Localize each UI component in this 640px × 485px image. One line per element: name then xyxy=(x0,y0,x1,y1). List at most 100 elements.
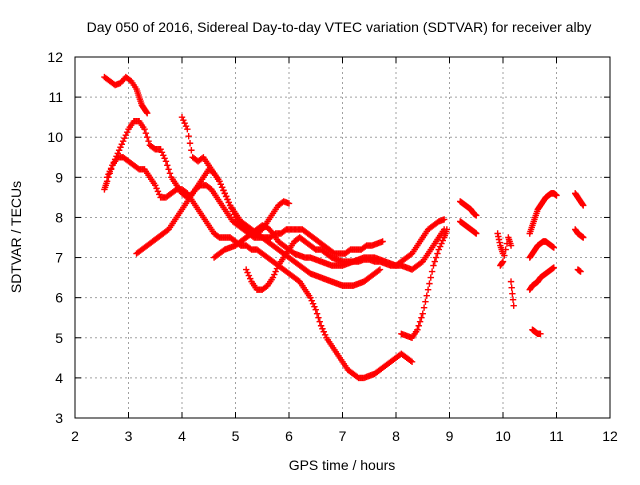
data-point xyxy=(507,242,515,249)
data-point xyxy=(502,246,509,253)
data-point xyxy=(420,304,428,311)
data-point xyxy=(181,119,188,127)
data-point xyxy=(431,258,438,265)
series-pass-j xyxy=(494,230,517,309)
data-point xyxy=(436,243,444,250)
y-tick-label: 4 xyxy=(55,370,63,386)
data-point xyxy=(550,244,558,251)
data-point xyxy=(180,116,187,124)
data-point xyxy=(152,182,159,189)
data-point xyxy=(580,234,587,241)
data-point xyxy=(416,318,424,325)
data-point xyxy=(245,272,253,279)
data-point xyxy=(438,240,445,247)
series-pass-l xyxy=(526,238,558,261)
data-point xyxy=(414,326,421,333)
data-point xyxy=(316,318,323,325)
data-point xyxy=(165,166,172,173)
data-point xyxy=(271,271,278,278)
data-point xyxy=(501,252,508,259)
data-point xyxy=(577,268,584,275)
data-point xyxy=(220,187,227,194)
data-point xyxy=(428,268,436,275)
data-point xyxy=(272,268,279,275)
data-point xyxy=(164,162,171,169)
data-point xyxy=(103,174,111,181)
series-pass-h xyxy=(398,226,451,341)
y-tick-label: 3 xyxy=(55,410,63,426)
data-point xyxy=(440,216,448,223)
data-point xyxy=(161,155,168,162)
x-tick-label: 7 xyxy=(339,428,347,444)
data-point xyxy=(115,147,123,154)
data-point xyxy=(308,297,315,304)
data-point xyxy=(507,278,515,285)
data-point xyxy=(217,181,224,188)
data-point xyxy=(313,310,321,317)
data-point xyxy=(422,298,429,305)
grid xyxy=(75,57,610,418)
data-point xyxy=(376,266,384,273)
data-point xyxy=(185,133,192,140)
data-point xyxy=(117,144,124,151)
data-point xyxy=(188,147,195,154)
data-point xyxy=(309,300,317,307)
data-point xyxy=(424,286,432,293)
data-point xyxy=(407,357,414,365)
x-tick-label: 3 xyxy=(125,428,133,444)
data-point xyxy=(379,238,386,245)
data-point xyxy=(222,193,230,200)
series-pass-c xyxy=(103,154,416,382)
y-tick-label: 6 xyxy=(55,290,63,306)
x-tick-label: 12 xyxy=(602,428,618,444)
data-point xyxy=(537,330,544,337)
data-point xyxy=(430,262,437,269)
data-point xyxy=(160,152,167,159)
series-pass-a xyxy=(101,73,151,117)
data-point xyxy=(418,314,425,321)
data-point xyxy=(443,226,451,233)
data-point xyxy=(317,322,325,329)
series-pass-k xyxy=(526,190,560,237)
data-point xyxy=(473,212,480,219)
data-point xyxy=(432,254,440,261)
data-point xyxy=(312,306,319,313)
data-point xyxy=(182,122,190,130)
data-point xyxy=(216,178,223,185)
data-point xyxy=(178,113,186,121)
data-point xyxy=(435,246,442,253)
data-point xyxy=(144,134,151,141)
y-tick-label: 8 xyxy=(55,209,63,225)
data-point xyxy=(123,129,131,136)
data-point xyxy=(186,140,194,147)
data-point xyxy=(244,269,251,276)
data-point xyxy=(106,168,113,175)
data-point xyxy=(553,192,560,199)
data-point xyxy=(320,328,327,335)
y-tick-label: 9 xyxy=(55,169,63,185)
y-axis-label: SDTVAR / TECUs xyxy=(8,181,24,293)
data-point xyxy=(154,188,162,195)
x-tick-label: 9 xyxy=(446,428,454,444)
data-point xyxy=(426,280,433,287)
data-point xyxy=(162,158,170,165)
data-point xyxy=(122,132,130,139)
data-point xyxy=(121,135,128,142)
y-tick-label: 12 xyxy=(47,49,63,65)
x-axis-label: GPS time / hours xyxy=(289,457,396,473)
data-point xyxy=(508,284,515,291)
series-pass-g xyxy=(243,226,448,293)
data-point xyxy=(218,184,226,191)
data-point xyxy=(423,292,430,299)
data-point xyxy=(499,258,507,265)
chart-title: Day 050 of 2016, Sidereal Day-to-day VTE… xyxy=(87,19,592,35)
data-point xyxy=(243,266,250,273)
x-tick-label: 2 xyxy=(71,428,79,444)
y-tick-label: 7 xyxy=(55,250,63,266)
data-point xyxy=(145,138,152,145)
data-point xyxy=(550,264,558,271)
data-point xyxy=(311,303,318,310)
x-tick-label: 4 xyxy=(178,428,186,444)
x-tick-label: 10 xyxy=(495,428,511,444)
